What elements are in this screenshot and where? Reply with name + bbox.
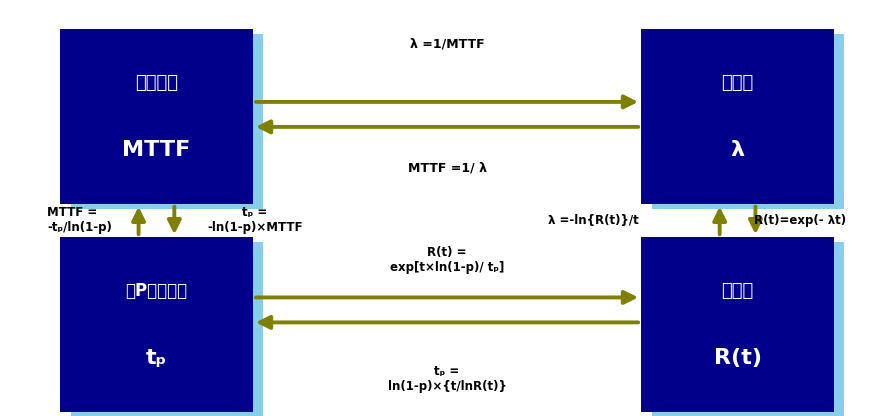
Text: 고장률: 고장률 <box>721 74 754 92</box>
FancyBboxPatch shape <box>652 34 844 209</box>
Text: λ =1/MTTF: λ =1/MTTF <box>409 37 485 50</box>
Text: MTTF =1/ λ: MTTF =1/ λ <box>408 162 486 175</box>
Text: tₚ =
ln(1-p)×{t/lnR(t)}: tₚ = ln(1-p)×{t/lnR(t)} <box>388 364 506 393</box>
Text: MTTF =
-tₚ/ln(1-p): MTTF = -tₚ/ln(1-p) <box>47 206 113 235</box>
Text: tₚ: tₚ <box>146 348 167 368</box>
FancyBboxPatch shape <box>652 242 844 416</box>
Text: λ =-ln{R(t)}/t: λ =-ln{R(t)}/t <box>548 214 639 227</box>
Text: R(t)=exp(- λt): R(t)=exp(- λt) <box>755 214 847 227</box>
FancyBboxPatch shape <box>60 237 252 412</box>
Text: 제P백분위수: 제P백분위수 <box>125 282 188 300</box>
FancyBboxPatch shape <box>71 242 263 416</box>
Text: 신뢰도: 신뢰도 <box>721 282 754 300</box>
FancyBboxPatch shape <box>641 237 833 412</box>
Text: tₚ =
-ln(1-p)×MTTF: tₚ = -ln(1-p)×MTTF <box>207 206 302 235</box>
FancyBboxPatch shape <box>71 34 263 209</box>
Text: R(t) =
exp[t×ln(1-p)/ tₚ]: R(t) = exp[t×ln(1-p)/ tₚ] <box>390 246 504 274</box>
Text: λ: λ <box>730 140 745 160</box>
FancyBboxPatch shape <box>60 29 252 204</box>
Text: R(t): R(t) <box>713 348 762 368</box>
Text: MTTF: MTTF <box>122 140 190 160</box>
FancyBboxPatch shape <box>641 29 833 204</box>
Text: 평균수명: 평균수명 <box>135 74 178 92</box>
